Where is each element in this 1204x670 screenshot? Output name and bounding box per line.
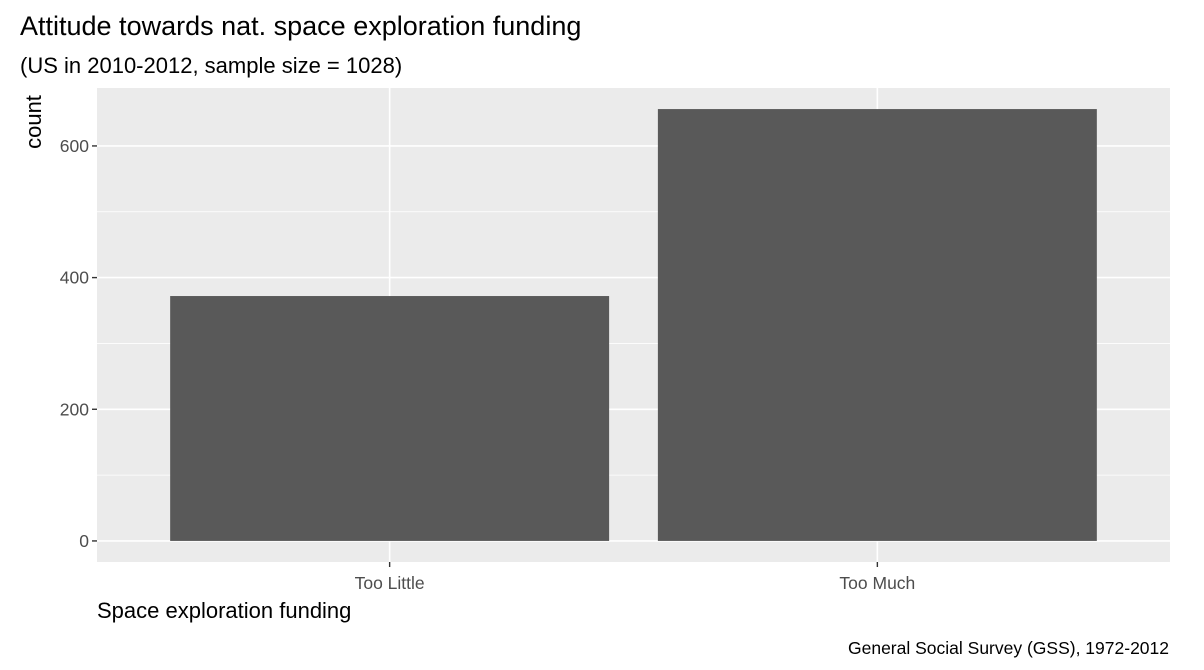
y-tick-label: 200 — [60, 399, 89, 419]
chart-title: Attitude towards nat. space exploration … — [20, 11, 581, 41]
bars — [170, 109, 1097, 541]
x-axis-title: Space exploration funding — [97, 598, 351, 623]
chart-subtitle: (US in 2010-2012, sample size = 1028) — [20, 53, 402, 78]
y-axis-title: count — [21, 95, 46, 149]
chart-caption: General Social Survey (GSS), 1972-2012 — [848, 638, 1169, 658]
y-tick-label: 600 — [60, 136, 89, 156]
y-tick-label: 0 — [79, 531, 89, 551]
bar-too-much — [657, 109, 1097, 541]
x-tick-label: Too Much — [839, 573, 915, 593]
bar-too-little — [170, 296, 610, 541]
x-tick-label: Too Little — [355, 573, 425, 593]
y-tick-label: 400 — [60, 268, 89, 288]
y-axis: 0 200 400 600 — [60, 136, 97, 551]
x-axis: Too Little Too Much — [355, 562, 915, 593]
